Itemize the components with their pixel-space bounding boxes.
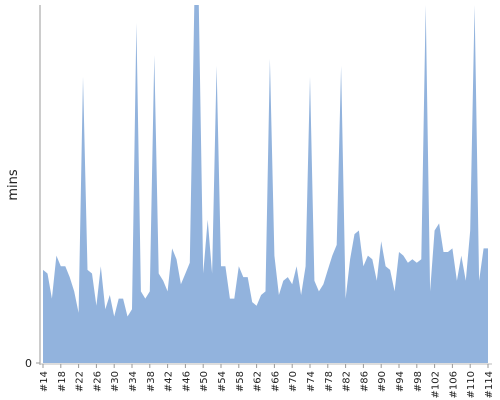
x-tick-label: #70	[288, 371, 299, 392]
x-tick-label: #58	[235, 371, 246, 392]
x-tick-label: #18	[57, 371, 68, 392]
x-tick-label: #66	[270, 371, 281, 392]
y-axis-label: mins	[6, 169, 21, 201]
x-tick-label: #62	[253, 371, 264, 392]
y-tick-label: 0	[25, 357, 32, 370]
x-tick-label: #94	[395, 371, 406, 392]
x-tick-label: #78	[324, 371, 335, 392]
x-tick-label: #82	[342, 371, 353, 392]
x-tick-label: #54	[217, 371, 228, 392]
x-tick-label: #106	[448, 371, 459, 398]
x-tick-label: #50	[199, 371, 210, 392]
area	[43, 5, 488, 363]
x-tick-label: #42	[164, 371, 175, 392]
x-tick-label: #98	[413, 371, 424, 392]
x-tick-label: #22	[75, 371, 86, 392]
x-tick-label: #38	[146, 371, 157, 392]
x-tick-label: #86	[359, 371, 370, 392]
x-tick-label: #114	[484, 371, 495, 398]
x-tick-label: #46	[181, 371, 192, 392]
x-tick-label: #34	[128, 371, 139, 392]
x-tick-label: #102	[431, 371, 442, 398]
x-tick-label: #30	[110, 371, 121, 392]
x-tick-label: #110	[466, 371, 477, 398]
x-tick-label: #14	[39, 371, 50, 392]
x-tick-label: #26	[92, 371, 103, 392]
x-tick-label: #74	[306, 371, 317, 392]
x-tick-label: #90	[377, 371, 388, 392]
